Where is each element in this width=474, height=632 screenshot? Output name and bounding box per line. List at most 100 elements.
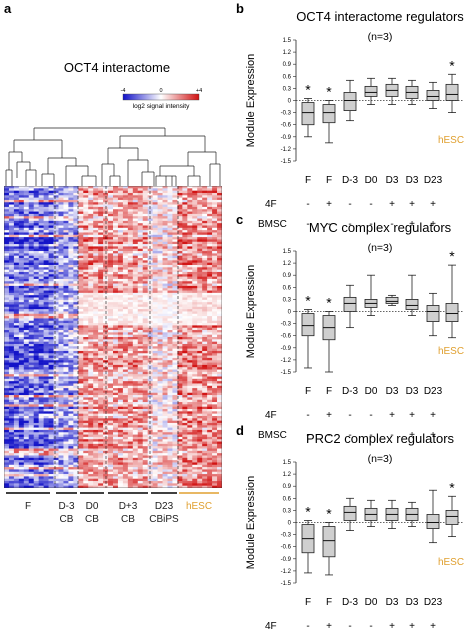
heatmap-cell — [132, 399, 139, 403]
heatmap-cell — [162, 334, 168, 338]
heatmap-cell — [33, 474, 39, 477]
heatmap-cell — [78, 350, 84, 354]
heatmap-cell — [43, 399, 49, 403]
heatmap-cell — [157, 364, 163, 368]
heatmap-cell — [162, 260, 168, 263]
heatmap-cell — [132, 346, 139, 349]
heatmap-cell — [137, 204, 144, 208]
heatmap-cell — [98, 392, 104, 396]
heatmap-cell — [58, 383, 64, 387]
heatmap-cell — [172, 211, 178, 215]
heatmap-cell — [132, 425, 139, 428]
heatmap-cell — [137, 429, 144, 433]
heatmap-cell — [53, 309, 59, 312]
heatmap-cell — [68, 278, 74, 282]
heatmap-cell — [137, 464, 144, 468]
heatmap-cell — [122, 225, 129, 229]
heatmap-cell — [127, 399, 134, 403]
heatmap-cell — [23, 439, 30, 442]
heatmap-cell — [43, 443, 49, 447]
heatmap-cell — [172, 237, 178, 240]
heatmap-cell — [122, 334, 129, 338]
heatmap-cell — [53, 302, 59, 305]
heatmap-cell — [98, 385, 104, 389]
heatmap-cell — [33, 316, 39, 319]
heatmap-cell — [63, 399, 69, 403]
heatmap-cell — [182, 218, 188, 222]
heatmap-cell — [4, 483, 10, 486]
heatmap-cell — [167, 285, 173, 289]
heatmap-cell — [88, 448, 94, 452]
heatmap-cell — [172, 406, 178, 410]
heatmap-cell — [33, 267, 39, 270]
heatmap-cell — [167, 339, 173, 342]
heatmap-cell — [4, 427, 10, 431]
heatmap-cell — [147, 376, 153, 380]
heatmap-cell — [58, 230, 64, 233]
heatmap-cell — [4, 271, 10, 275]
heatmap-cell — [137, 402, 144, 405]
heatmap-cell — [38, 299, 44, 303]
heatmap-cell — [177, 206, 183, 210]
heatmap-cell — [78, 353, 84, 356]
heatmap-cell — [68, 213, 74, 217]
heatmap-cell — [28, 420, 35, 424]
heatmap-cell — [73, 230, 79, 233]
heatmap-cell — [142, 455, 148, 459]
heatmap-cell — [108, 262, 114, 266]
heatmap-cell — [23, 302, 30, 305]
heatmap-cell — [33, 455, 39, 459]
heatmap-cell — [8, 341, 15, 345]
heatmap-cell — [63, 234, 69, 238]
heatmap-cell — [177, 392, 183, 396]
heatmap-cell — [48, 392, 54, 396]
heatmap-cell — [117, 295, 124, 298]
heatmap-cell — [88, 374, 94, 377]
heatmap-cell — [147, 337, 153, 340]
heatmap-cell — [73, 369, 79, 373]
heatmap-cell — [152, 348, 158, 352]
heatmap-cell — [63, 227, 69, 231]
heatmap-cell — [147, 476, 153, 479]
heatmap-cell — [113, 239, 119, 243]
heatmap-cell — [117, 367, 124, 370]
heatmap-cell — [33, 292, 39, 296]
heatmap-cell — [63, 343, 69, 347]
heatmap-cell — [43, 220, 49, 224]
heatmap-cell — [18, 188, 25, 191]
heatmap-cell — [182, 211, 188, 215]
heatmap-cell — [8, 313, 15, 317]
heatmap-cell — [157, 446, 163, 449]
heatmap-cell — [83, 376, 89, 380]
heatmap-cell — [127, 478, 134, 482]
heatmap-cell — [28, 364, 35, 368]
heatmap-cell — [48, 258, 54, 261]
heatmap-cell — [162, 460, 168, 463]
heatmap-cell — [28, 341, 35, 345]
heatmap-cell — [48, 316, 54, 319]
heatmap-cell — [53, 369, 59, 373]
heatmap-cell — [137, 202, 144, 205]
heatmap-cell — [142, 478, 148, 482]
heatmap-cell — [33, 441, 39, 445]
heatmap-cell — [18, 339, 25, 342]
heatmap-cell — [8, 318, 15, 322]
heatmap-cell — [78, 278, 84, 282]
heatmap-cell — [93, 260, 99, 263]
heatmap-cell — [33, 313, 39, 317]
heatmap-cell — [167, 348, 173, 352]
heatmap-cell — [142, 374, 148, 377]
heatmap-cell — [43, 402, 49, 405]
heatmap-cell — [13, 320, 20, 324]
heatmap-cell — [13, 186, 20, 189]
heatmap-cell — [88, 297, 94, 301]
heatmap-cell — [4, 406, 10, 410]
heatmap-cell — [122, 467, 129, 470]
heatmap-cell — [23, 434, 30, 438]
heatmap-cell — [132, 462, 139, 466]
heatmap-cell — [137, 420, 144, 424]
heatmap-cell — [53, 283, 59, 287]
heatmap-cell — [68, 471, 74, 475]
heatmap-cell — [43, 306, 49, 310]
